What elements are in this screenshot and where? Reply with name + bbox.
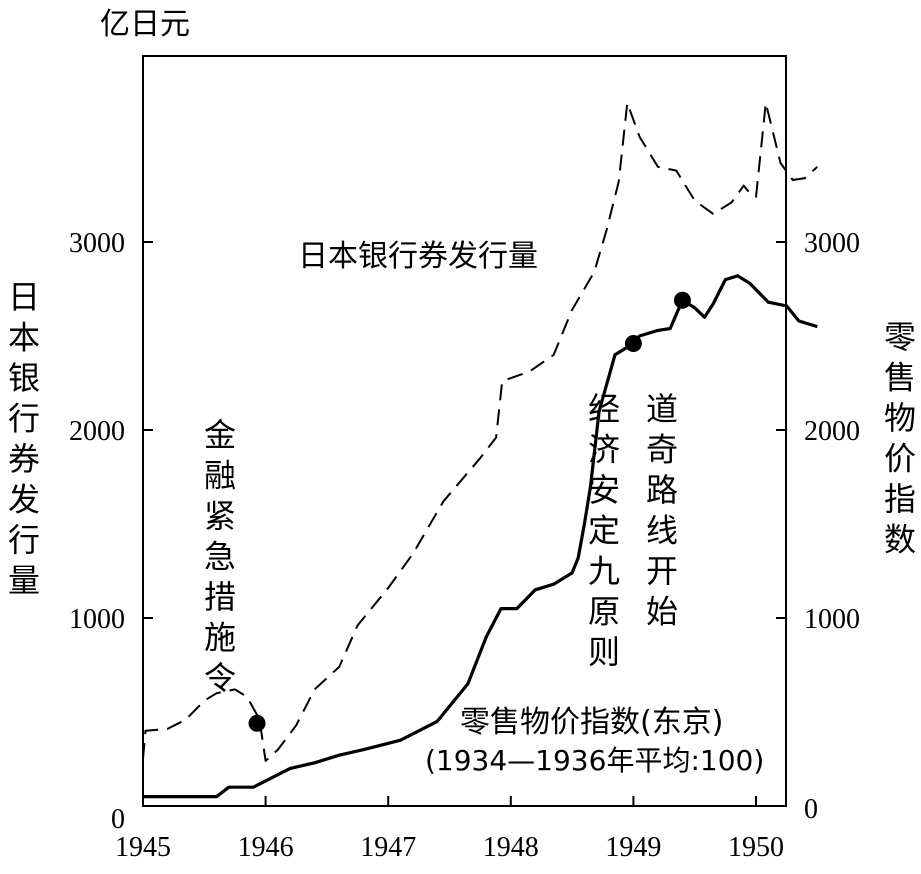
y-left-tick-label: 0: [111, 804, 125, 835]
y-axis-left-title: 日本银行券发行量: [8, 278, 40, 600]
x-tick-label: 1948: [483, 832, 539, 863]
y-left-tick-label: 2000: [69, 416, 125, 447]
event-marker: [673, 291, 691, 309]
x-tick-label: 1945: [115, 832, 171, 863]
plot-frame: [142, 55, 787, 807]
price-index-base-note: (1934—1936年平均:100): [425, 744, 764, 777]
y-axis-right: 0 1000 2000 3000: [776, 228, 860, 825]
event-marker: [248, 714, 266, 732]
event-annotation-label: 道奇路线开始: [646, 390, 678, 631]
y-right-tick-label: 0: [804, 794, 818, 825]
y-axis-right-title: 零售物价指数: [884, 318, 916, 559]
y-right-tick-label: 1000: [804, 604, 860, 635]
banknote-issuance-line: [142, 101, 818, 762]
x-tick-label: 1949: [605, 832, 661, 863]
y-axis-right-title-text: 零售物价指数: [884, 318, 916, 559]
y-axis-left-title-text: 日本银行券发行量: [8, 278, 40, 600]
y-left-tick-label: 1000: [69, 604, 125, 635]
y-left-tick-label: 3000: [69, 228, 125, 259]
unit-label: 亿日元: [100, 7, 190, 42]
series-layer: [142, 101, 818, 799]
event-annotation-label: 经济安定九原则: [588, 390, 620, 671]
event-annotation-label: 金融紧急措施令: [204, 416, 236, 697]
event-marker: [624, 335, 642, 353]
retail-price-index-line: [143, 274, 818, 799]
y-axis-left: 0 1000 2000 3000: [69, 228, 153, 835]
issuance-series-label: 日本银行券发行量: [298, 239, 538, 274]
annotation-markers: [248, 291, 691, 732]
x-axis: 1945 1946 1947 1948 1949 1950: [115, 796, 784, 863]
y-right-tick-label: 2000: [804, 416, 860, 447]
x-tick-label: 1946: [238, 832, 294, 863]
y-right-tick-label: 3000: [804, 228, 860, 259]
x-tick-label: 1947: [360, 832, 416, 863]
price-index-series-label: 零售物价指数(东京): [460, 705, 723, 740]
x-tick-label: 1950: [728, 832, 784, 863]
